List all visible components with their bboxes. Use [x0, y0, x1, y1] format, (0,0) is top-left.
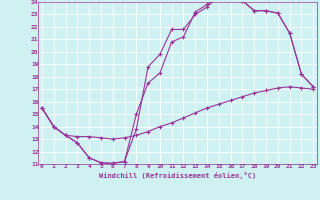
- X-axis label: Windchill (Refroidissement éolien,°C): Windchill (Refroidissement éolien,°C): [99, 172, 256, 179]
